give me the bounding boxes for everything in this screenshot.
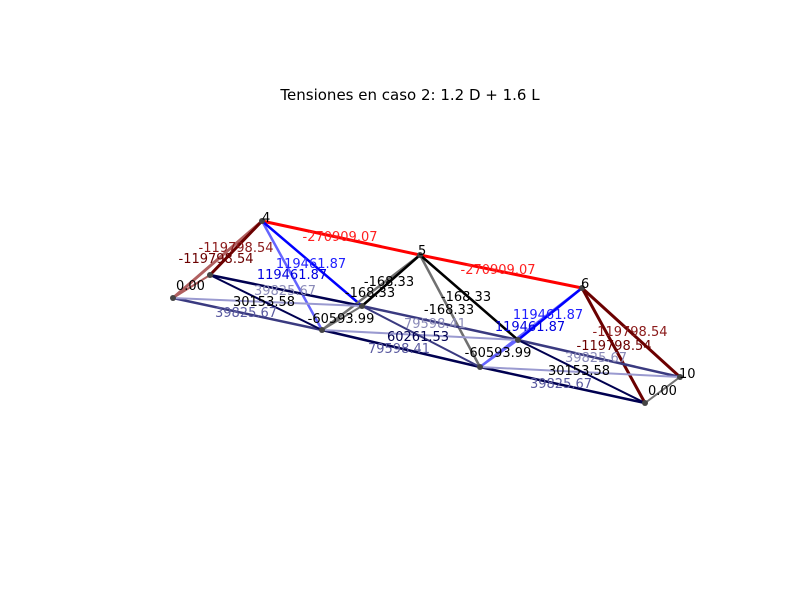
member-m3-m4 bbox=[479, 339, 519, 368]
member-force-label: -168.33 bbox=[424, 303, 474, 318]
member-b-n4 bbox=[208, 219, 264, 277]
node-label-n0: 0.00 bbox=[176, 279, 205, 294]
member-force-label: -168.33 bbox=[345, 286, 395, 301]
node-label-n4: 4 bbox=[262, 211, 270, 226]
member-n6-e2 bbox=[580, 286, 682, 379]
node-n4 bbox=[259, 218, 265, 224]
member-m2-m3 bbox=[361, 305, 481, 368]
member-force-label: 39825.67 bbox=[254, 284, 316, 299]
member-m4-e1 bbox=[517, 339, 646, 404]
member-force-label: -270909.07 bbox=[461, 263, 536, 278]
member-m3-e2 bbox=[479, 366, 681, 378]
member-m3-e1 bbox=[478, 365, 647, 405]
node-m1 bbox=[319, 327, 325, 333]
member-b-m2 bbox=[208, 273, 364, 308]
node-label-n10: 10 bbox=[679, 367, 696, 382]
node-n5 bbox=[417, 252, 423, 258]
member-e1-e2 bbox=[644, 376, 681, 404]
member-force-label: -119798.54 bbox=[577, 339, 652, 354]
member-force-label: -168.33 bbox=[441, 290, 491, 305]
member-force-label: 79598.41 bbox=[404, 317, 466, 332]
member-force-label: 119461.87 bbox=[257, 268, 327, 283]
member-a-m1 bbox=[171, 296, 324, 332]
member-n5-n6 bbox=[418, 253, 584, 290]
member-n5-m2 bbox=[360, 253, 422, 308]
member-force-label: 39825.67 bbox=[530, 377, 592, 392]
member-n6-m4 bbox=[516, 286, 584, 342]
member-force-label: 119461.87 bbox=[513, 308, 583, 323]
node-a bbox=[170, 295, 176, 301]
member-a-m2 bbox=[172, 297, 363, 307]
chart-title: Tensiones en caso 2: 1.2 D + 1.6 L bbox=[279, 86, 540, 104]
member-force-label: 39825.67 bbox=[215, 306, 277, 321]
node-label-n5: 5 bbox=[418, 244, 426, 259]
member-b-m1 bbox=[209, 274, 323, 331]
member-m4-e2 bbox=[516, 338, 682, 379]
member-force-label: 39825.67 bbox=[565, 351, 627, 366]
node-m3 bbox=[477, 364, 483, 370]
node-n6 bbox=[579, 285, 585, 291]
member-m1-m2 bbox=[321, 305, 363, 331]
member-force-label: -119798.54 bbox=[593, 325, 668, 340]
member-a-b bbox=[172, 274, 211, 299]
node-b bbox=[207, 272, 213, 278]
member-force-label: 79598.41 bbox=[368, 342, 430, 357]
member-n4-m1 bbox=[260, 219, 324, 332]
member-force-labels: -270909.07-270909.07-119798.54-119798.54… bbox=[179, 230, 668, 392]
member-force-label: -119798.54 bbox=[199, 241, 274, 256]
member-force-label: 119461.87 bbox=[276, 257, 346, 272]
member-n4-m2 bbox=[260, 219, 364, 308]
member-force-label: 119461.87 bbox=[495, 320, 565, 335]
member-force-label: -60593.99 bbox=[308, 312, 375, 327]
member-m1-m3 bbox=[320, 328, 482, 369]
member-force-label: -168.33 bbox=[364, 275, 414, 290]
member-force-label: 30153.58 bbox=[548, 364, 610, 379]
truss-nodes bbox=[170, 218, 683, 406]
truss-members bbox=[171, 219, 682, 405]
member-n6-e1 bbox=[580, 286, 647, 405]
member-n5-m4 bbox=[418, 253, 520, 342]
member-n5-m3 bbox=[418, 253, 482, 369]
member-force-label: -60593.99 bbox=[465, 346, 532, 361]
node-label-n11: 0.00 bbox=[648, 384, 677, 399]
node-e1 bbox=[642, 400, 648, 406]
member-force-label: -270909.07 bbox=[303, 230, 378, 245]
node-m2 bbox=[359, 303, 365, 309]
node-label-n6: 6 bbox=[581, 277, 589, 292]
member-force-label: 30153.58 bbox=[233, 295, 295, 310]
member-force-label: -119798.54 bbox=[179, 252, 254, 267]
member-force-label: 60261.53 bbox=[387, 330, 449, 345]
member-a-n4 bbox=[171, 219, 264, 300]
node-m4 bbox=[515, 337, 521, 343]
member-n4-n5 bbox=[260, 219, 422, 257]
member-n5-m1 bbox=[320, 253, 422, 332]
member-m2-m4 bbox=[360, 304, 520, 342]
node-e2 bbox=[677, 374, 683, 380]
